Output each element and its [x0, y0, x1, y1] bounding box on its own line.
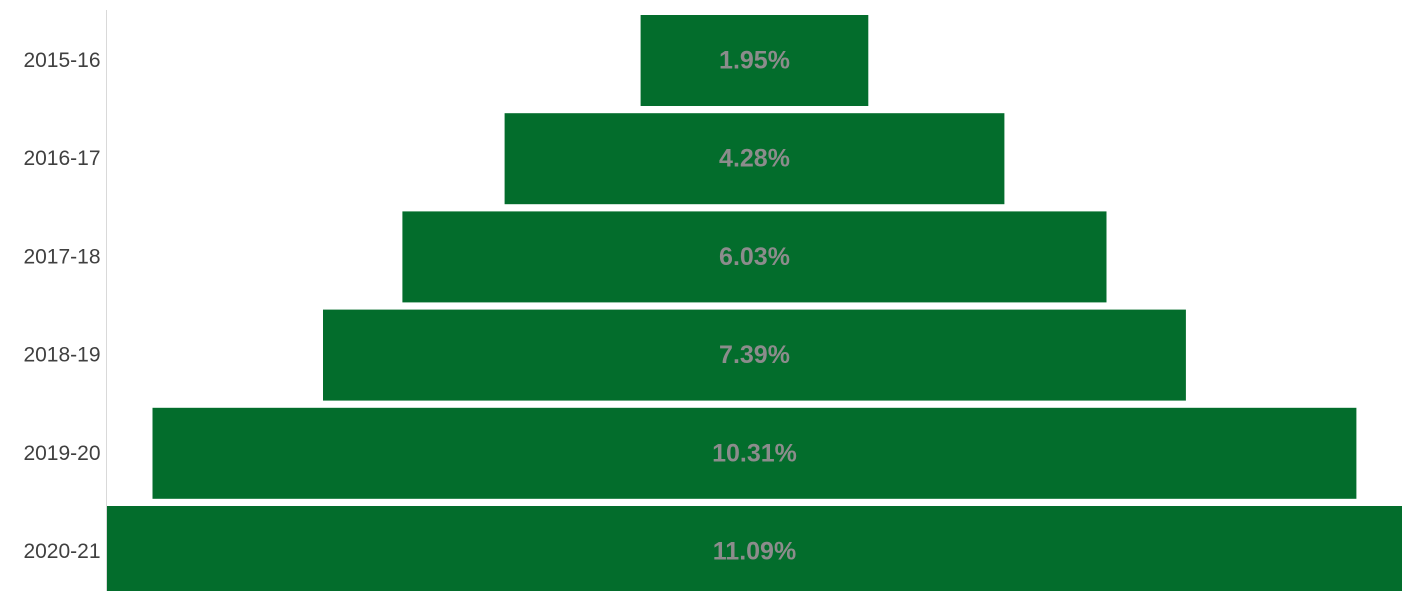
data-labels-group: 1.95% 4.28% 6.03% 7.39% 10.31% 11.09% [712, 47, 797, 566]
data-label: 7.39% [719, 341, 790, 369]
data-label: 6.03% [719, 243, 790, 271]
bar-2020-21 [107, 506, 1402, 591]
category-label: 2018-19 [23, 344, 100, 367]
bar-2016-17 [504, 113, 1005, 205]
category-label: 2019-20 [23, 442, 100, 465]
bar-2019-20 [152, 407, 1357, 499]
category-label: 2016-17 [23, 147, 100, 170]
data-label: 1.95% [719, 47, 790, 75]
data-label: 10.31% [712, 439, 797, 467]
bar-2015-16 [640, 15, 869, 106]
bars-group [107, 15, 1402, 591]
data-label: 11.09% [713, 538, 796, 566]
bar-2018-19 [323, 309, 1186, 401]
category-label: 2020-21 [23, 540, 100, 563]
bar-2017-18 [402, 211, 1107, 303]
data-label: 4.28% [719, 145, 790, 173]
category-label: 2015-16 [23, 49, 100, 72]
category-label: 2017-18 [23, 245, 100, 268]
category-labels-group: 2015-16 2016-17 2017-18 2018-19 2019-20 2020-… [23, 49, 100, 563]
